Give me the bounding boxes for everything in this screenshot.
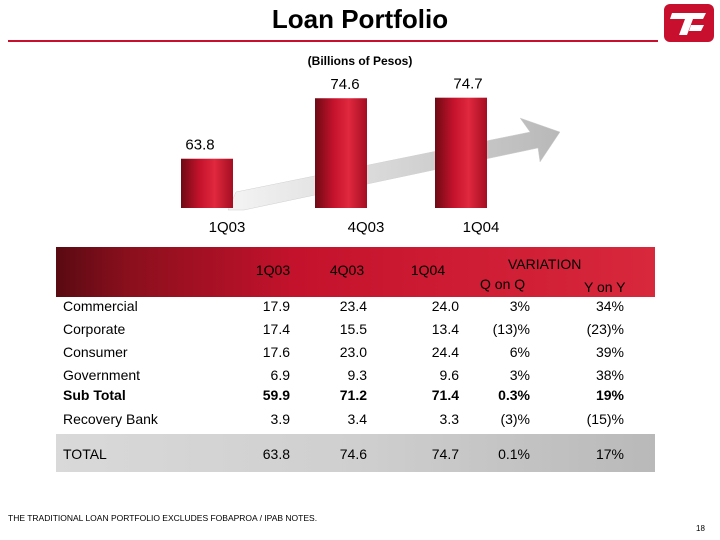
- row-label: TOTAL: [63, 446, 107, 462]
- variation-y-on-y-cell: (23)%: [586, 321, 624, 337]
- table-cell: 13.4: [431, 321, 459, 337]
- table-cell: 24.4: [431, 344, 459, 360]
- total-row-band: [56, 434, 655, 472]
- row-label: Commercial: [63, 298, 138, 314]
- row-label: Consumer: [63, 344, 128, 360]
- table-cell: 74.7: [431, 446, 459, 462]
- variation-y-on-y-cell: 34%: [595, 298, 624, 314]
- table-cell: 3.4: [347, 411, 367, 427]
- table-cell: 63.8: [262, 446, 290, 462]
- category-label: 4Q03: [348, 219, 385, 236]
- table-cell: 17.4: [262, 321, 290, 337]
- table-cell: 9.6: [439, 367, 459, 383]
- loan-portfolio-bar-chart: 63.8 74.6 74.7 1Q03 4Q03 1Q04: [181, 76, 561, 236]
- column-header-1q03: 1Q03: [255, 262, 291, 278]
- variation-q-on-q-cell: 0.1%: [498, 446, 530, 462]
- table-cell: 71.4: [431, 387, 459, 403]
- variation-q-on-q-cell: (3)%: [500, 411, 530, 427]
- table-cell: 71.2: [339, 387, 367, 403]
- bar-value-label: 74.7: [453, 76, 482, 93]
- table-header-band: [56, 247, 655, 297]
- table-cell: 6.9: [270, 367, 290, 383]
- table-cell: 74.6: [339, 446, 367, 462]
- table-cell: 3.3: [439, 411, 459, 427]
- bar-4q03: [315, 98, 367, 208]
- table-cell: 23.4: [339, 298, 367, 314]
- bar-value-label: 63.8: [185, 137, 214, 154]
- variation-col-y-on-y: Y on Y: [584, 279, 626, 295]
- variation-col-q-on-q: Q on Q: [480, 276, 526, 292]
- row-label: Sub Total: [63, 387, 126, 403]
- table-cell: 3.9: [270, 411, 290, 427]
- bar-1q04: [435, 97, 487, 208]
- variation-q-on-q-cell: 0.3%: [498, 387, 530, 403]
- bar-1q03: [181, 158, 233, 208]
- variation-y-on-y-cell: 19%: [595, 387, 624, 403]
- variation-y-on-y-cell: 38%: [595, 367, 624, 383]
- variation-y-on-y-cell: 17%: [595, 446, 624, 462]
- row-label: Government: [63, 367, 141, 383]
- page-number: 18: [696, 524, 705, 533]
- trend-arrow: [227, 117, 561, 211]
- variation-y-on-y-cell: (15)%: [586, 411, 624, 427]
- table-cell: 15.5: [339, 321, 367, 337]
- table-cell: 9.3: [347, 367, 367, 383]
- row-label: Recovery Bank: [63, 411, 158, 427]
- table-cell: 24.0: [431, 298, 459, 314]
- variation-header: VARIATION: [508, 256, 582, 272]
- column-header-1q04: 1Q04: [410, 262, 446, 278]
- title-divider: [8, 40, 658, 42]
- column-header-4q03: 4Q03: [329, 262, 365, 278]
- row-label: Corporate: [63, 321, 126, 337]
- page-title: Loan Portfolio: [271, 4, 449, 34]
- variation-q-on-q-cell: 3%: [509, 298, 530, 314]
- category-label: 1Q03: [209, 219, 246, 236]
- table-cell: 17.9: [262, 298, 290, 314]
- footnote: THE TRADITIONAL LOAN PORTFOLIO EXCLUDES …: [8, 513, 318, 523]
- variation-y-on-y-cell: 39%: [595, 344, 624, 360]
- table-cell: 17.6: [262, 344, 290, 360]
- variation-q-on-q-cell: 6%: [509, 344, 530, 360]
- table-cell: 59.9: [262, 387, 290, 403]
- variation-q-on-q-cell: (13)%: [492, 321, 530, 337]
- banorte-logo-icon: [664, 4, 714, 42]
- category-label: 1Q04: [463, 219, 500, 236]
- table-cell: 23.0: [339, 344, 367, 360]
- variation-q-on-q-cell: 3%: [509, 367, 530, 383]
- bar-value-label: 74.6: [330, 76, 359, 93]
- chart-subtitle: (Billions of Pesos): [307, 54, 413, 68]
